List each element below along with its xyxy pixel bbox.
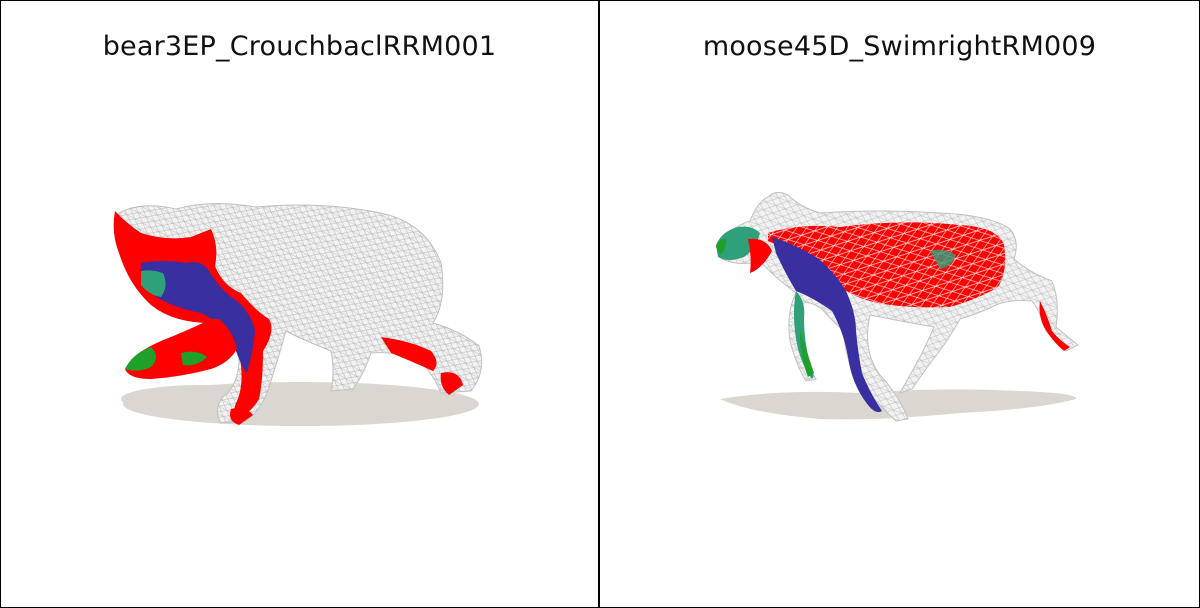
- bear-mesh-render: [1, 1, 600, 607]
- moose-mesh-render: [600, 1, 1199, 607]
- panel-moose: moose45D_SwimrightRM009: [600, 1, 1199, 607]
- panel-bear: bear3EP_CrouchbaclRRM001: [1, 1, 600, 607]
